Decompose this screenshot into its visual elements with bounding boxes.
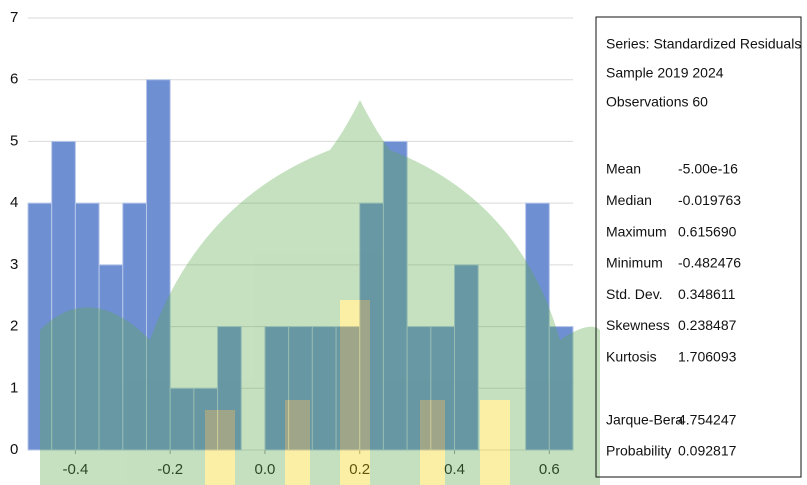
x-tick-label: 0.6 bbox=[539, 461, 560, 478]
y-tick-label: 1 bbox=[10, 379, 18, 396]
y-tick-label: 2 bbox=[10, 318, 18, 335]
stats-panel: Series: Standardized Residuals Sample 201… bbox=[606, 36, 801, 459]
stat-value: 1.706093 bbox=[678, 349, 737, 365]
x-tick-label: -0.4 bbox=[62, 461, 88, 478]
bar bbox=[548, 326, 574, 451]
stat-label: Maximum bbox=[606, 223, 667, 239]
stat-label: Minimum bbox=[606, 255, 663, 271]
plot-area: 0 1 2 3 4 5 6 7 -0.4 -0.2 0.0 0.2 0.4 0.6 bbox=[10, 9, 574, 478]
x-tick-label: 0.0 bbox=[255, 461, 276, 478]
stats-box bbox=[595, 16, 802, 478]
y-tick-label: 3 bbox=[10, 256, 18, 273]
bar bbox=[454, 264, 479, 451]
stat-value: 0.238487 bbox=[678, 317, 737, 333]
y-tick-label: 4 bbox=[10, 194, 18, 211]
stat-label: Skewness bbox=[606, 317, 670, 333]
x-tick-label: 0.4 bbox=[444, 461, 465, 478]
test-value: 0.092817 bbox=[678, 443, 737, 459]
stat-label: Std. Dev. bbox=[606, 286, 663, 302]
x-tick-label: -0.2 bbox=[157, 461, 183, 478]
stat-value: 0.615690 bbox=[678, 223, 737, 239]
bar bbox=[217, 326, 242, 451]
y-tick-label: 5 bbox=[10, 132, 18, 149]
stats-header: Series: Standardized Residuals bbox=[606, 36, 801, 52]
stat-value: -0.482476 bbox=[678, 255, 741, 271]
bar bbox=[145, 79, 171, 451]
y-tick-label: 7 bbox=[10, 9, 18, 26]
stat-label: Median bbox=[606, 192, 652, 208]
stat-label: Mean bbox=[606, 161, 641, 177]
stats-header: Observations 60 bbox=[606, 94, 708, 110]
stats-header: Sample 2019 2024 bbox=[606, 65, 724, 81]
bar bbox=[382, 140, 408, 451]
test-label: Jarque-Bera bbox=[606, 412, 683, 428]
stat-value: 0.348611 bbox=[678, 286, 736, 302]
watermark bbox=[40, 100, 600, 485]
stat-value: -5.00e-16 bbox=[678, 161, 738, 177]
stat-label: Kurtosis bbox=[606, 349, 657, 365]
test-value: 4.754247 bbox=[678, 412, 737, 428]
y-tick-label: 0 bbox=[10, 441, 18, 458]
stat-value: -0.019763 bbox=[678, 192, 741, 208]
test-label: Probability bbox=[606, 443, 671, 459]
x-tick-label: 0.2 bbox=[349, 461, 370, 478]
y-tick-label: 6 bbox=[10, 71, 18, 88]
